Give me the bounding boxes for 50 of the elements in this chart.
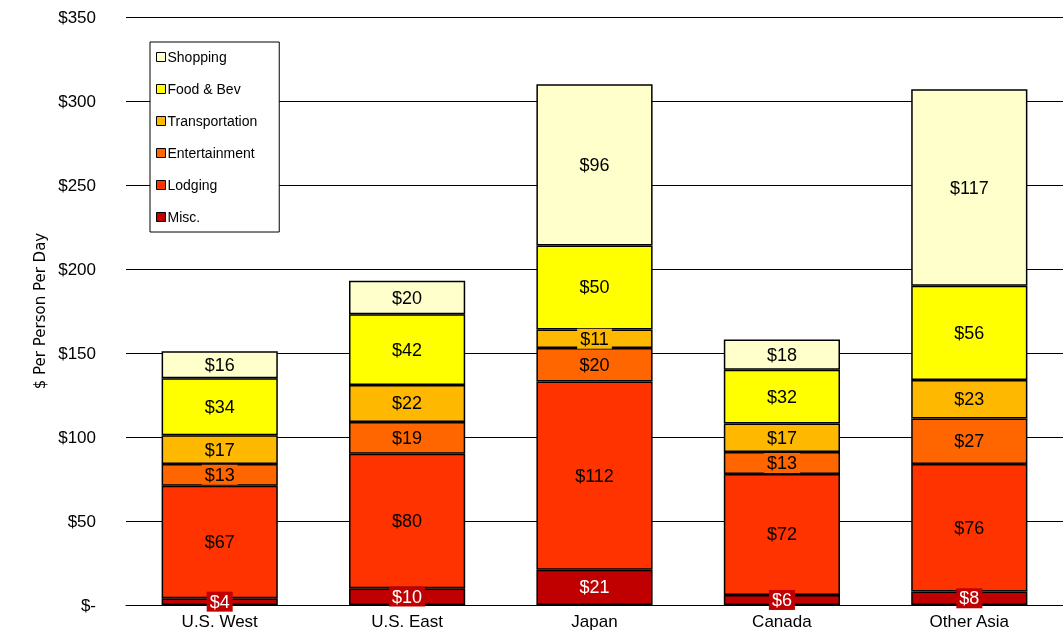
y-axis-title: $ Per Person Per Day: [30, 232, 49, 390]
legend-label: Transportation: [167, 113, 258, 129]
y-tick-label: $350: [58, 7, 96, 27]
data-label: $27: [954, 431, 985, 452]
data-label: $4: [209, 591, 230, 612]
data-label: $80: [392, 511, 423, 531]
x-tick-label: Other Asia: [929, 612, 1010, 631]
legend-label: Misc.: [167, 209, 201, 225]
data-label: $76: [954, 517, 985, 538]
data-label: $19: [392, 427, 423, 448]
data-label: $117: [949, 177, 989, 198]
x-tick-label: Japan: [571, 612, 618, 631]
y-tick-label: $50: [67, 511, 96, 531]
y-tick-label: $200: [58, 259, 96, 279]
data-label: $13: [204, 464, 235, 485]
y-tick-label: $300: [58, 91, 96, 111]
x-tick-label: U.S. West: [181, 612, 259, 631]
data-label: $11: [580, 328, 609, 349]
legend-label: Lodging: [167, 177, 218, 193]
data-label: $20: [579, 354, 610, 375]
data-label: $96: [579, 154, 610, 175]
data-label: $34: [204, 396, 235, 417]
data-label: $10: [392, 586, 423, 607]
y-tick-label: $100: [58, 427, 96, 447]
data-label: $18: [766, 344, 797, 365]
data-label: $21: [579, 577, 610, 598]
data-label: $56: [954, 322, 985, 343]
y-tick-label: $-: [80, 595, 96, 615]
data-label: $8: [959, 588, 980, 609]
data-label: $16: [204, 354, 235, 375]
x-tick-label: Canada: [752, 612, 813, 631]
data-label: $17: [204, 439, 235, 460]
legend-label: Entertainment: [167, 145, 255, 161]
data-label: $23: [954, 389, 985, 410]
data-label: $32: [766, 386, 797, 407]
data-label: $20: [392, 287, 423, 308]
data-label: $13: [766, 453, 797, 474]
data-label: $17: [766, 427, 797, 448]
data-label: $42: [392, 339, 423, 360]
x-tick-label: U.S. East: [371, 612, 444, 631]
data-label: $72: [766, 524, 797, 545]
data-label: $112: [575, 465, 614, 486]
legend-label: Shopping: [167, 49, 227, 65]
data-label: $6: [771, 589, 792, 610]
y-tick-label: $150: [58, 343, 96, 363]
data-label: $50: [579, 277, 610, 298]
data-label: $67: [204, 532, 235, 552]
y-tick-label: $250: [58, 175, 96, 195]
legend-label: Food & Bev: [167, 81, 241, 97]
data-label: $22: [392, 393, 423, 414]
